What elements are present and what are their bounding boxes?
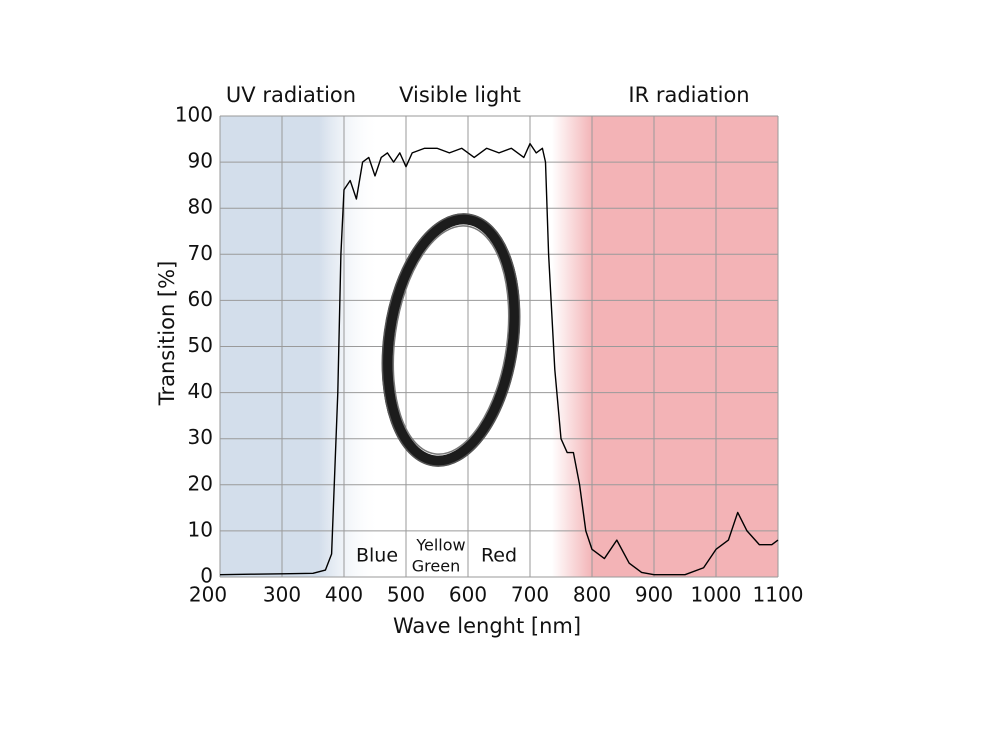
x-tick-label: 200 [189, 583, 227, 607]
x-tick-label: 1100 [753, 583, 804, 607]
x-tick-label: 400 [325, 583, 363, 607]
y-tick-label: 50 [188, 333, 213, 357]
annotation: IR radiation [628, 83, 749, 107]
x-tick-label: 500 [387, 583, 425, 607]
annotation: Yellow [415, 536, 465, 555]
x-tick-label: 700 [511, 583, 549, 607]
y-tick-label: 30 [188, 425, 213, 449]
annotation: Visible light [399, 83, 521, 107]
annotation: Green [412, 557, 460, 576]
y-tick-label: 0 [200, 564, 213, 588]
y-tick-label: 20 [188, 471, 213, 495]
annotation: Red [481, 545, 517, 567]
annotation: UV radiation [226, 83, 356, 107]
y-tick-label: 90 [188, 149, 213, 173]
x-tick-label: 300 [263, 583, 301, 607]
y-tick-label: 100 [175, 103, 213, 127]
x-tick-label: 1000 [691, 583, 742, 607]
annotation: Blue [356, 545, 398, 567]
x-tick-label: 900 [635, 583, 673, 607]
y-tick-label: 10 [188, 517, 213, 541]
y-axis-label: Transition [%] [155, 261, 179, 407]
data-line [219, 142, 779, 576]
y-tick-label: 70 [188, 241, 213, 265]
x-tick-label: 600 [449, 583, 487, 607]
x-tick-label: 800 [573, 583, 611, 607]
filter-image [381, 213, 521, 467]
y-tick-label: 60 [188, 287, 213, 311]
y-tick-label: 40 [188, 379, 213, 403]
x-axis-label: Wave lenght [nm] [393, 614, 581, 638]
y-tick-label: 80 [188, 195, 213, 219]
